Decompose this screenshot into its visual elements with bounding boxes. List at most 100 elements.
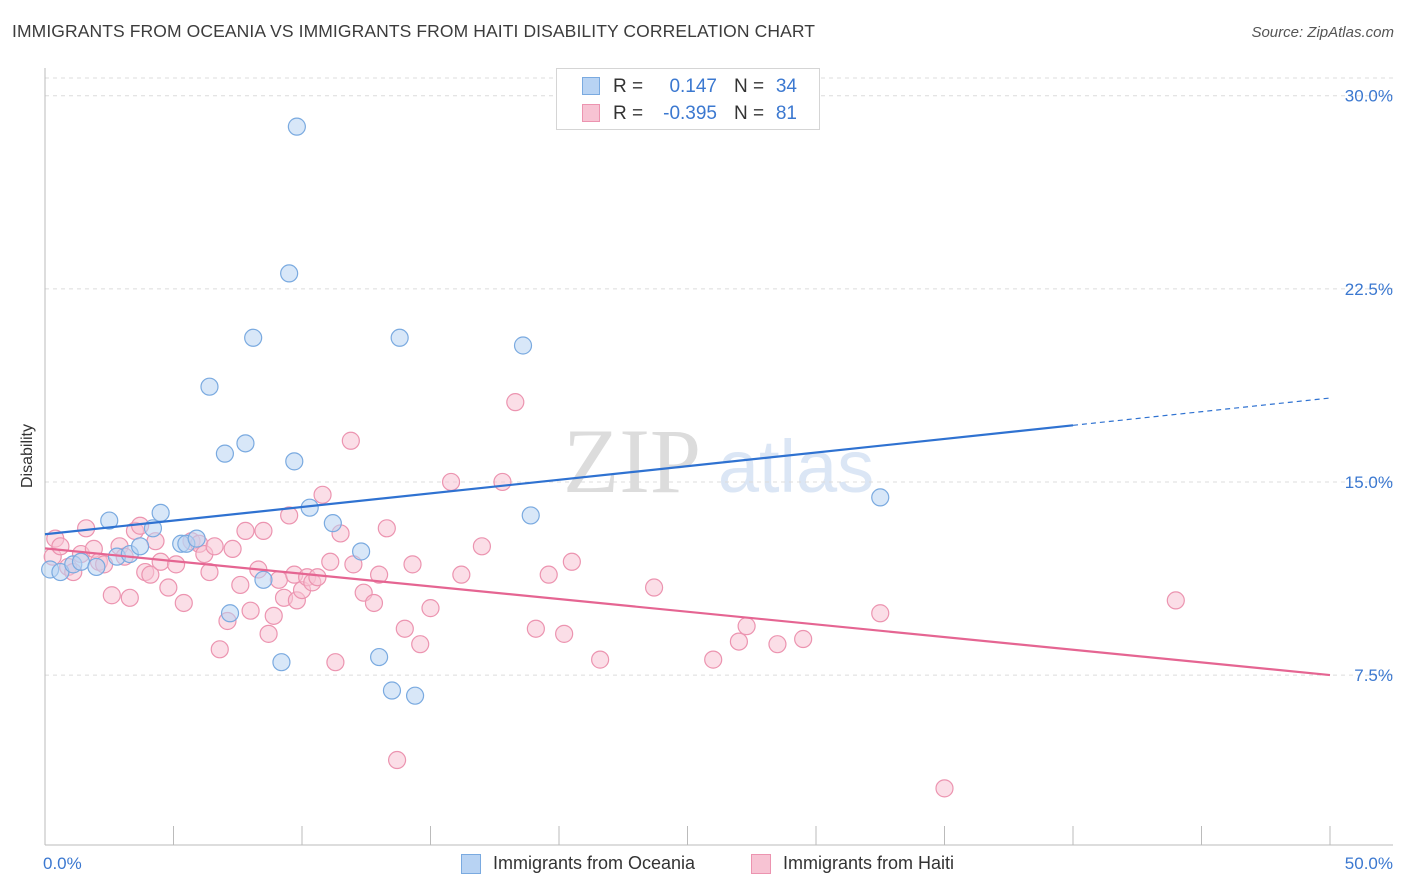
n-value: 81 [775,103,797,124]
haiti-point [1166,591,1185,610]
haiti-point [236,521,255,540]
haiti-point [794,629,813,649]
haiti-point [370,565,389,584]
legend-label: Immigrants from Oceania [493,853,696,873]
haiti-point [308,568,327,587]
haiti-point [269,570,288,589]
trend-line-solid [44,547,1331,677]
series-oceania-points [41,117,890,705]
haiti-point [452,565,471,584]
haiti-point [254,521,273,540]
haiti-point [387,750,407,770]
haiti-point [205,537,224,556]
haiti-point [421,599,440,618]
trend-line-solid [44,424,1074,536]
haiti-point [411,635,430,654]
oceania-point [272,653,291,672]
oceania-point [382,681,402,700]
haiti-point [141,565,160,584]
haiti-point [159,578,178,597]
haiti-point [102,586,121,605]
watermark-zip: ZIP [563,410,701,512]
haiti-point [768,635,787,654]
x-tick-label: 0.0% [43,854,82,873]
haiti-point [729,632,749,651]
n-label: N = [734,103,765,124]
haiti-point [166,555,186,574]
oceania-point [370,647,389,667]
haiti-point [562,552,581,571]
haiti-point [210,640,229,659]
haiti-point [321,552,340,571]
haiti-point [506,393,525,412]
haiti-point [231,575,250,595]
oceania-point [71,552,91,571]
haiti-point [151,552,170,571]
haiti-point [280,506,299,525]
oceania-point [390,328,409,347]
y-tick-label: 7.5% [1354,666,1393,685]
haiti-point [241,601,260,620]
haiti-point [591,650,610,669]
oceania-point [405,686,425,705]
oceania-point [236,434,255,453]
trend-line-dashed [1072,397,1331,426]
oceania-point [280,264,299,283]
y-tick-label: 15.0% [1345,473,1393,492]
haiti-point [644,578,664,597]
oceania-point [287,117,306,136]
oceania-swatch [582,77,600,95]
chart-legend: Immigrants from Oceania Immigrants from … [0,852,1406,878]
oceania-point [254,570,273,589]
haiti-legend-swatch [751,854,771,874]
oceania-point [87,557,106,577]
trend-lines [44,397,1331,677]
haiti-point [704,650,723,669]
oceania-point [352,542,371,561]
haiti-point [223,539,242,559]
r-value: -0.395 [663,103,717,124]
oceania-point [130,537,150,556]
r-label: R = [613,76,644,97]
haiti-point [174,593,193,613]
oceania-point [244,328,263,347]
haiti-point [526,619,545,638]
watermark: ZIP atlas [563,410,874,512]
oceania-legend-swatch [461,854,481,874]
haiti-point [441,472,461,492]
x-tick-label: 50.0% [1345,854,1393,873]
n-label: N = [734,76,765,97]
stats-legend-box: R = 0.147 N = 34 R = -0.395 N = 81 [556,68,820,130]
stats-row-haiti: R = -0.395 N = 81 [557,101,819,127]
legend-label: Immigrants from Haiti [783,853,955,873]
haiti-point [555,624,574,643]
oceania-point [220,604,240,623]
r-value: 0.147 [669,76,717,97]
haiti-point [871,604,890,623]
haiti-point [264,606,283,625]
oceania-point [151,503,170,522]
haiti-point [377,519,396,538]
oceania-point [871,488,890,507]
y-tick-labels: 7.5% 15.0% 22.5% 30.0% [1345,87,1393,685]
oceania-point [285,452,304,471]
oceania-point [323,514,342,533]
haiti-point [472,537,491,556]
watermark-atlas: atlas [718,425,874,508]
haiti-point [395,619,414,638]
haiti-point [539,565,558,584]
haiti-point [493,472,512,492]
oceania-point [200,377,219,396]
haiti-point [403,555,422,574]
haiti-point [259,624,278,643]
oceania-point [513,336,533,355]
x-tick-labels: 0.0% 50.0% [43,854,1393,873]
oceania-point [521,506,540,525]
haiti-point [326,653,345,672]
y-tick-label: 22.5% [1345,280,1393,299]
haiti-point [313,485,332,504]
haiti-point [341,431,360,450]
haiti-point [364,593,384,613]
oceania-point [100,511,119,530]
r-label: R = [613,103,644,124]
